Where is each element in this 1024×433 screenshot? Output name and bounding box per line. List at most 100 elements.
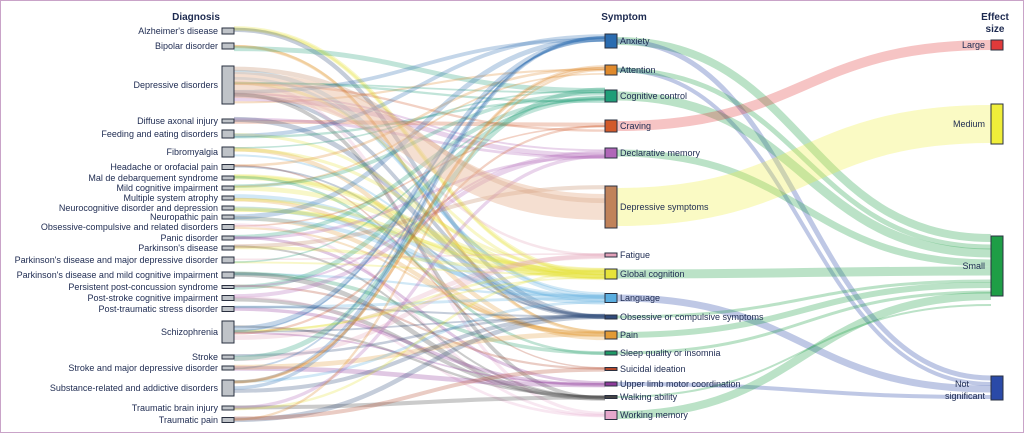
diagnosis-node-neurocognitive-disorder-and-depression[interactable] [221,205,235,211]
symptom-node-cognitive-control[interactable] [604,89,618,103]
symptom-label-obsessive-or-compulsive-symptoms: Obsessive or compulsive symptoms [620,312,764,322]
symptom-node-declarative-memory[interactable] [604,147,618,159]
diagnosis-node-headache-or-orofacial-pain[interactable] [221,164,235,170]
flow-diagnosis-symptom [233,76,606,296]
symptom-node-anxiety[interactable] [604,33,618,49]
flow-diagnosis-symptom [233,245,606,274]
flow-diagnosis-symptom [233,66,606,384]
diagnosis-label-mild-cognitive-impairment: Mild cognitive impairment [116,183,218,193]
diagnosis-node-schizophrenia[interactable] [221,320,235,344]
symptom-label-upper-limb-motor-coordination: Upper limb motor coordination [620,379,741,389]
diagnosis-node-stroke[interactable] [221,354,235,360]
diagnosis-node-obsessive-compulsive-and-related-disorders[interactable] [221,224,235,230]
flow-sleep-quality-or-insomnia-to-small [616,290,992,355]
symptom-node-global-cognition[interactable] [604,268,618,280]
diagnosis-label-parkinson-s-disease-and-major-depressive-disorder: Parkinson's disease and major depressive… [15,255,218,265]
symptom-node-upper-limb-motor-coordination[interactable] [604,381,618,387]
diagnosis-node-diffuse-axonal-injury[interactable] [221,118,235,124]
flow-anxiety-to-small [616,37,992,242]
symptom-label-craving: Craving [620,121,651,131]
nodes: Alzheimer's disease Bipolar disorder Depre… [15,26,1004,425]
diagnosis-node-persistent-post-concussion-syndrome[interactable] [221,285,235,289]
symptom-node-walking-ability[interactable] [604,395,618,399]
diagnosis-node-traumatic-brain-injury[interactable] [221,405,235,411]
symptom-node-sleep-quality-or-insomnia[interactable] [604,350,618,356]
diagnosis-label-persistent-post-concussion-syndrome: Persistent post-concussion syndrome [68,282,218,292]
symptom-label-suicidal-ideation: Suicidal ideation [620,364,686,374]
effect-header-line1: Effect [981,12,1009,23]
flow-diagnosis-symptom [233,82,606,132]
diagnosis-node-parkinson-s-disease-and-major-depressive-disorder[interactable] [221,256,235,264]
flow-diagnosis-symptom [233,154,606,410]
diagnosis-node-post-traumatic-stress-disorder[interactable] [221,306,235,312]
symptom-node-fatigue[interactable] [604,252,618,258]
diagnosis-node-depressive-disorders[interactable] [221,65,235,105]
flow-diagnosis-symptom [233,175,606,355]
diagnosis-node-fibromyalgia[interactable] [221,146,235,158]
effect-label-large: Large [962,40,985,50]
flow-diagnosis-symptom [233,44,606,333]
symptom-node-working-memory[interactable] [604,410,618,420]
diagnosis-node-stroke-and-major-depressive-disorder[interactable] [221,365,235,371]
flow-diagnosis-symptom [233,125,606,335]
flow-diagnosis-symptom [233,26,606,277]
diagnosis-node-panic-disorder[interactable] [221,235,235,241]
flow-diagnosis-symptom [233,216,606,300]
flow-diagnosis-symptom [233,155,606,240]
symptom-node-obsessive-or-compulsive-symptoms[interactable] [604,314,618,320]
diagnosis-label-post-stroke-cognitive-impairment: Post-stroke cognitive impairment [87,293,218,303]
diagnosis-symptom-flows [233,26,606,423]
symptom-node-attention[interactable] [604,64,618,76]
symptom-node-language[interactable] [604,293,618,303]
diagnosis-label-parkinson-s-disease-and-mild-cognitive-impairment: Parkinson's disease and mild cognitive i… [17,270,219,280]
flow-diagnosis-symptom [233,276,606,332]
diagnosis-node-parkinson-s-disease-and-mild-cognitive-impairment[interactable] [221,271,235,279]
diagnosis-node-traumatic-pain[interactable] [221,417,235,423]
flow-diagnosis-symptom [233,151,606,299]
flow-diagnosis-symptom [233,27,606,319]
symptom-label-cognitive-control: Cognitive control [620,91,687,101]
effect-label-medium: Medium [953,119,985,129]
diagnosis-node-post-stroke-cognitive-impairment[interactable] [221,295,235,301]
diagnosis-node-neuropathic-pain[interactable] [221,214,235,220]
flow-diagnosis-symptom [233,95,606,239]
flow-diagnosis-symptom [233,245,606,399]
symptom-node-depressive-symptoms[interactable] [604,185,618,229]
effect-node-medium[interactable] [990,103,1004,145]
diagnosis-node-substance-related-and-addictive-disorders[interactable] [221,379,235,397]
symptom-node-suicidal-ideation[interactable] [604,367,618,371]
symptom-node-craving[interactable] [604,119,618,133]
diagnosis-node-mal-de-debarquement-syndrome[interactable] [221,175,235,181]
flow-diagnosis-symptom [233,98,606,139]
diagnosis-label-alzheimer-s-disease: Alzheimer's disease [138,26,218,36]
symptom-label-attention: Attention [620,65,656,75]
flow-diagnosis-symptom [233,36,606,384]
flow-diagnosis-symptom [233,36,606,220]
flow-diagnosis-symptom [233,314,606,423]
diagnosis-node-parkinson-s-disease[interactable] [221,245,235,251]
flow-diagnosis-symptom [233,197,606,337]
flow-diagnosis-symptom [233,253,606,362]
flow-diagnosis-symptom [233,96,606,290]
symptom-label-global-cognition: Global cognition [620,269,685,279]
flow-diagnosis-symptom [233,92,606,319]
flow-diagnosis-symptom [233,133,606,280]
diagnosis-label-multiple-system-atrophy: Multiple system atrophy [123,193,218,203]
diagnosis-node-feeding-and-eating-disorders[interactable] [221,129,235,139]
flow-obsessive-or-compulsive-symptoms-to-small [616,279,992,319]
effect-node-not-significant[interactable] [990,375,1004,401]
effect-node-small[interactable] [990,235,1004,297]
symptom-node-pain[interactable] [604,330,618,340]
flow-diagnosis-symptom [233,82,606,94]
diagnosis-node-bipolar-disorder[interactable] [221,42,235,50]
diagnosis-node-mild-cognitive-impairment[interactable] [221,185,235,191]
diagnosis-node-multiple-system-atrophy[interactable] [221,195,235,201]
diagnosis-node-alzheimer-s-disease[interactable] [221,27,235,35]
symptom-label-language: Language [620,293,660,303]
effect-label-not-significant: Not significant [945,379,986,401]
effect-node-large[interactable] [990,39,1004,51]
flow-diagnosis-symptom [233,365,606,388]
diagnosis-header: Diagnosis [172,12,220,23]
flow-diagnosis-symptom [233,261,606,276]
flow-diagnosis-symptom [233,40,606,332]
